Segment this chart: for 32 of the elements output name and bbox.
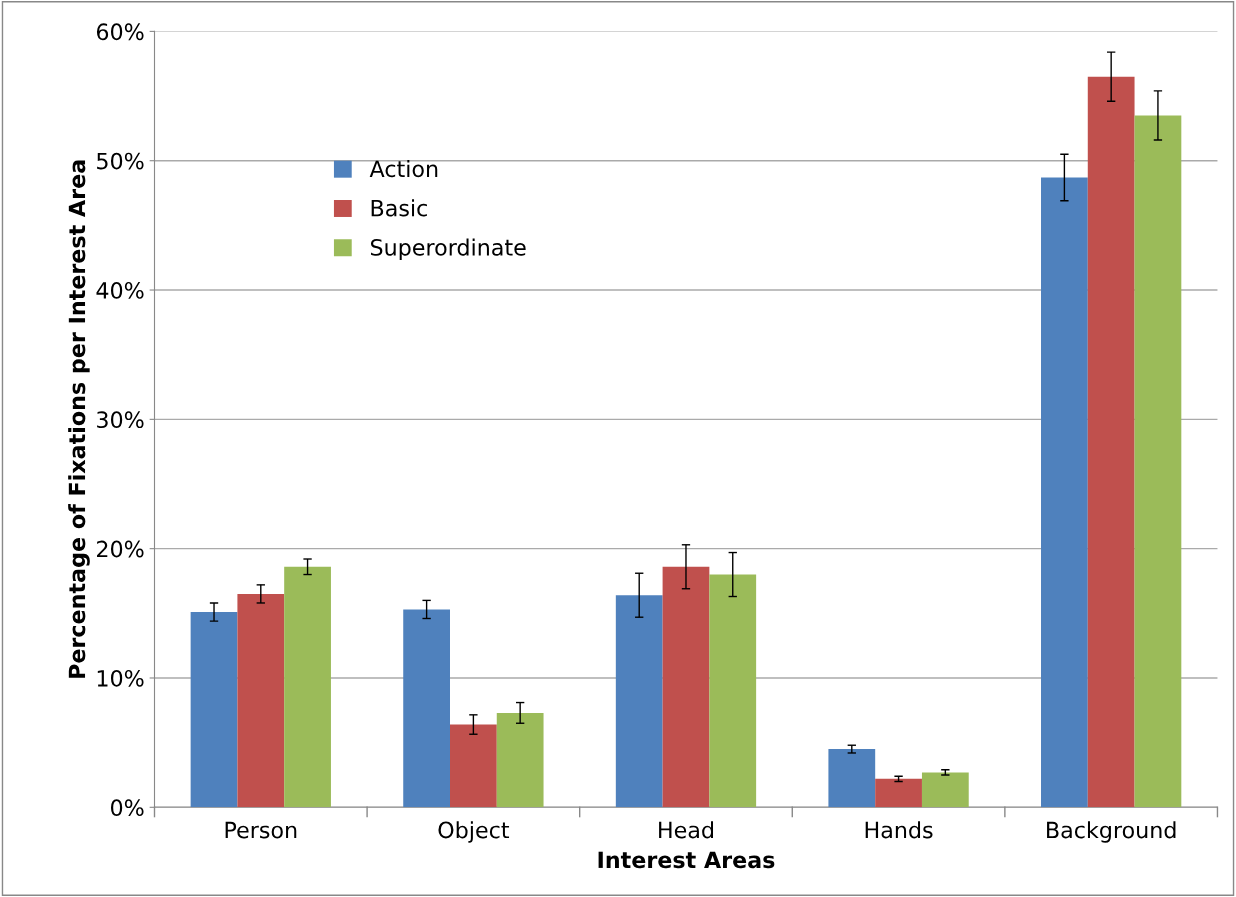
y-axis-title: Percentage of Fixations per Interest Area bbox=[68, 160, 90, 678]
x-tick-label: Person bbox=[225, 821, 297, 839]
legend-label: Basic bbox=[371, 199, 427, 217]
y-tick-label: 60% bbox=[96, 23, 144, 41]
legend-label: Action bbox=[369, 160, 438, 178]
x-tick-label: Object bbox=[438, 821, 510, 843]
y-tick-label: 40% bbox=[96, 281, 144, 299]
bar bbox=[1041, 177, 1088, 808]
y-tick-label: 0% bbox=[110, 799, 144, 817]
bar bbox=[450, 724, 497, 808]
bar bbox=[921, 772, 969, 808]
y-tick-label: 30% bbox=[97, 411, 144, 429]
bar bbox=[662, 566, 710, 808]
bar bbox=[709, 574, 757, 808]
bar bbox=[190, 612, 238, 808]
x-tick-label: Head bbox=[659, 821, 714, 839]
bar bbox=[875, 778, 922, 808]
bar bbox=[615, 595, 663, 808]
y-tick-label: 20% bbox=[97, 540, 144, 558]
y-tick-label: 10% bbox=[97, 669, 144, 687]
bar bbox=[403, 609, 450, 808]
bar bbox=[1134, 115, 1182, 808]
bar bbox=[237, 593, 285, 808]
bar bbox=[284, 566, 331, 808]
bar bbox=[828, 749, 876, 808]
x-tick-label: Hands bbox=[865, 821, 933, 839]
bar bbox=[1087, 76, 1135, 808]
legend-label: Superordinate bbox=[370, 238, 526, 261]
y-tick-label: 50% bbox=[97, 152, 144, 170]
x-tick-label: Background bbox=[1047, 821, 1176, 843]
x-axis-title: Interest Areas bbox=[598, 851, 775, 869]
bar bbox=[496, 712, 544, 808]
